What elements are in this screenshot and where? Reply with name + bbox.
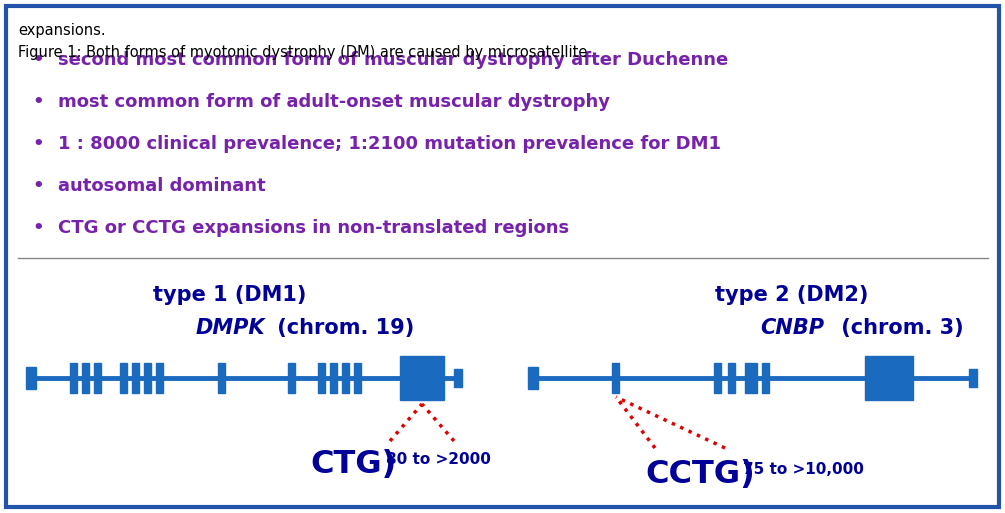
Text: type 1 (DM1): type 1 (DM1) [154,285,307,305]
Bar [454,369,462,387]
Text: Figure 1: Both forms of myotonic dystrophy (DM) are caused by microsatellite: Figure 1: Both forms of myotonic dystrop… [18,46,587,61]
Bar [288,363,295,393]
Bar [218,363,225,393]
Text: CTG): CTG) [310,449,396,481]
Text: •: • [32,93,44,111]
Text: type 2 (DM2): type 2 (DM2) [716,285,868,305]
Text: (chrom. 19): (chrom. 19) [270,318,414,338]
Text: CTG or CCTG expansions in non-translated regions: CTG or CCTG expansions in non-translated… [58,219,569,237]
Text: CCTG): CCTG) [645,460,755,490]
Text: •: • [32,177,44,195]
Text: •: • [32,219,44,237]
Bar [612,363,619,393]
Text: 75 to >10,000: 75 to >10,000 [743,463,864,478]
Bar [969,369,977,387]
Text: second most common form of muscular dystrophy after Duchenne: second most common form of muscular dyst… [58,51,729,69]
Text: DMPK: DMPK [195,318,264,338]
Bar [528,367,538,389]
Text: 1 : 8000 clinical prevalence; 1:2100 mutation prevalence for DM1: 1 : 8000 clinical prevalence; 1:2100 mut… [58,135,721,153]
Text: CNBP: CNBP [760,318,824,338]
Text: (chrom. 3): (chrom. 3) [834,318,964,338]
Bar [728,363,735,393]
Bar [144,363,151,393]
Bar [132,363,139,393]
Text: autosomal dominant: autosomal dominant [58,177,265,195]
Bar [330,363,337,393]
Bar [120,363,127,393]
Text: •: • [32,135,44,153]
Bar [94,363,100,393]
Text: 80 to >2000: 80 to >2000 [386,452,490,467]
Bar [70,363,77,393]
Bar [762,363,769,393]
Text: •: • [32,51,44,69]
Text: expansions.: expansions. [18,23,106,37]
Bar [82,363,89,393]
Bar [156,363,163,393]
Bar [342,363,349,393]
Bar [354,363,361,393]
Bar [318,363,325,393]
Bar [400,356,444,400]
Bar [26,367,36,389]
Text: most common form of adult-onset muscular dystrophy: most common form of adult-onset muscular… [58,93,610,111]
Bar [714,363,721,393]
Bar [865,356,913,400]
Bar [745,363,757,393]
